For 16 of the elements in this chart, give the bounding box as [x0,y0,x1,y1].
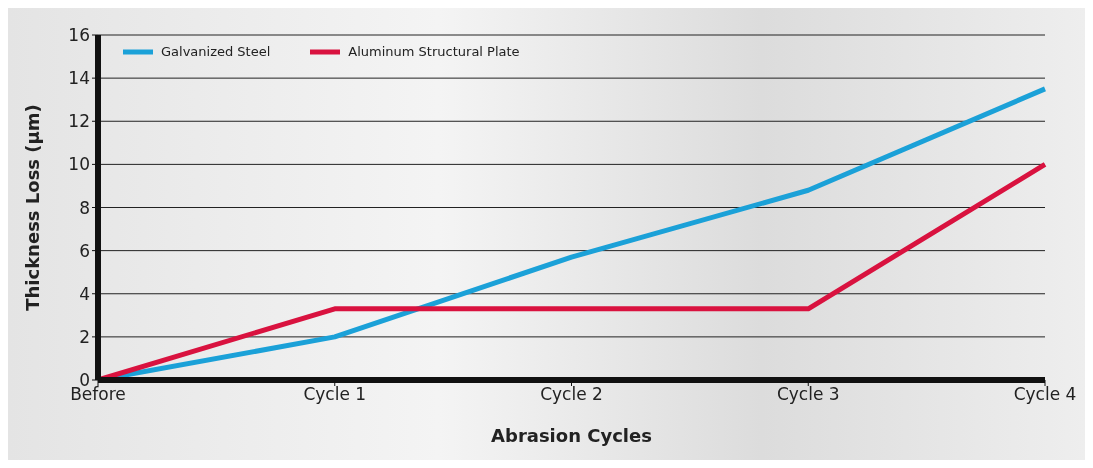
y-tick-label: 16 [68,25,90,46]
x-tick-label: Cycle 2 [540,384,603,405]
y-tick-label: 10 [68,154,90,175]
x-tick-label: Cycle 1 [303,384,367,405]
y-tick-label: 12 [68,111,90,132]
legend-label: Galvanized Steel [160,44,271,59]
x-tick-label: Cycle 3 [776,384,840,405]
y-tick-label: 4 [79,283,90,304]
y-tick-label: 2 [79,326,90,347]
legend-label: Aluminum Structural Plate [347,44,520,59]
y-tick-label: 6 [79,240,90,261]
y-axis-title: Thickness Loss (µm) [22,104,44,311]
x-axis-title: Abrasion Cycles [491,425,652,446]
y-tick-label: 14 [68,68,90,89]
y-tick-label: 8 [79,197,90,218]
x-tick-label: Cycle 4 [1013,384,1077,405]
